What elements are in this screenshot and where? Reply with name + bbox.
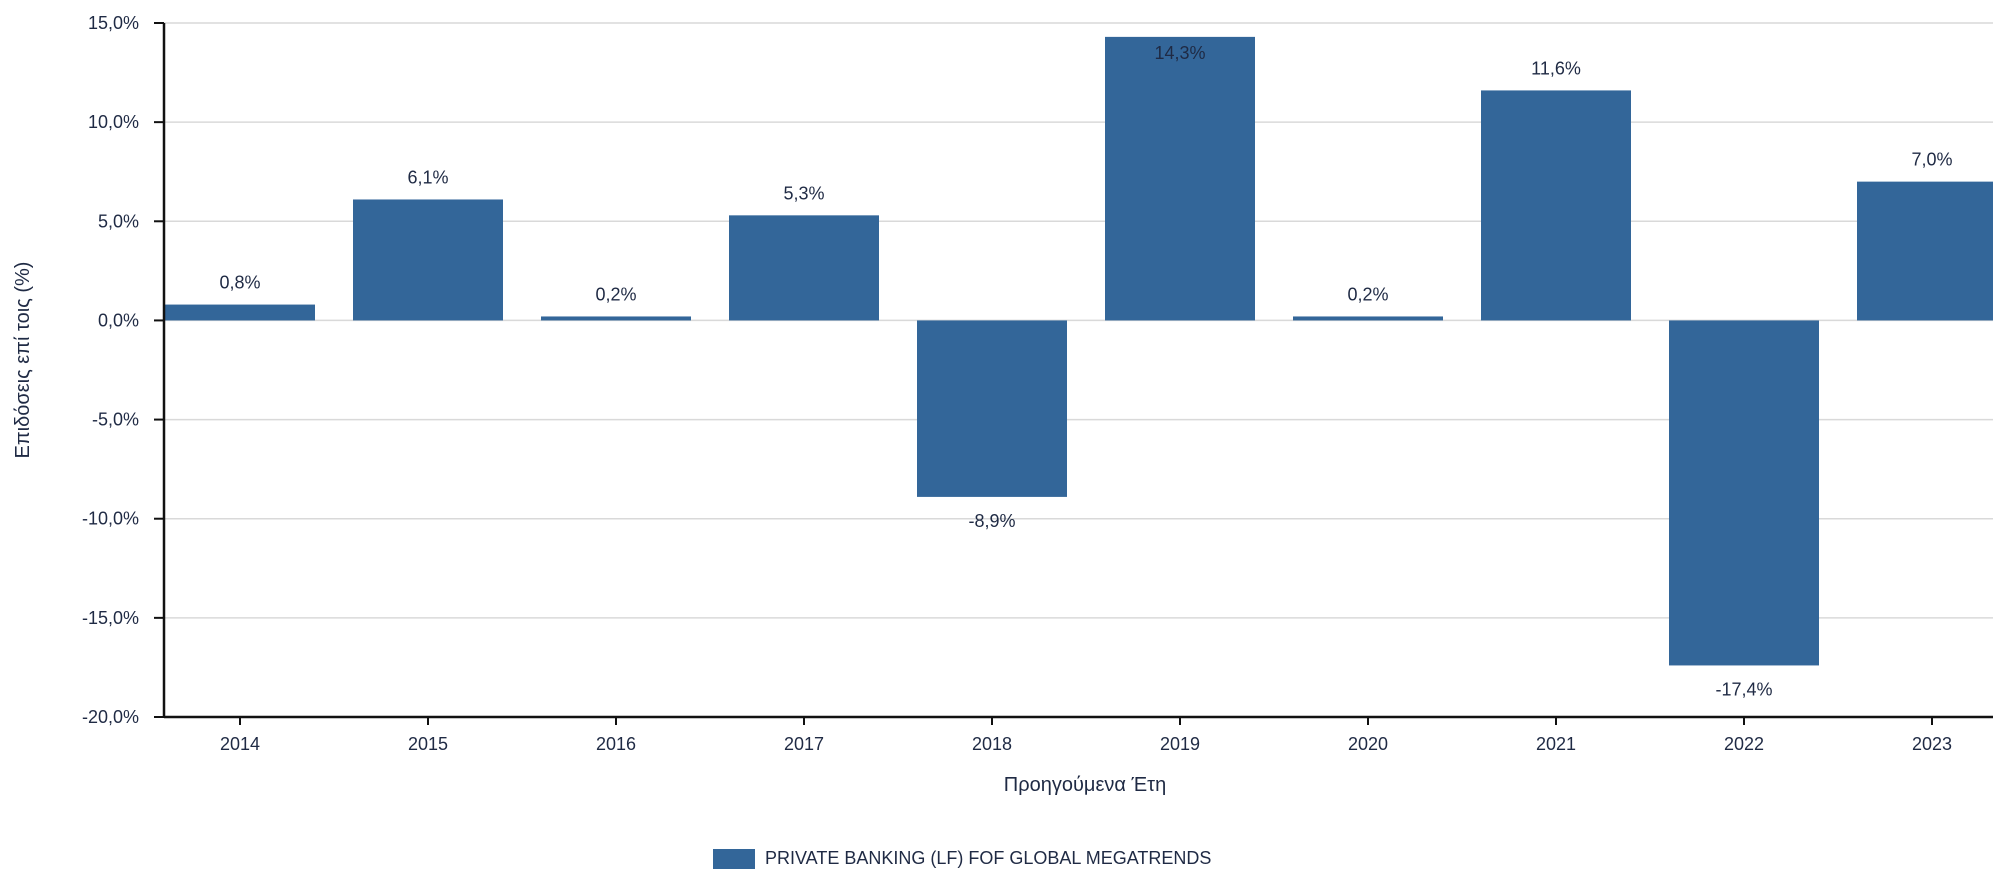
bar-chart: 0,8% 6,1% 0,2% 5,3% -8,9% 14,3% 0,2% 11,6% -17,4… (12, 13, 1993, 796)
x-tick-label-2015: 2015 (408, 734, 448, 754)
data-label-2023: 7,0% (1911, 150, 1952, 170)
data-label-2019: 14,3% (1154, 43, 1205, 63)
y-tick-label: 15,0% (88, 13, 139, 33)
x-tick-label-2022: 2022 (1724, 734, 1764, 754)
bar-2020 (1293, 316, 1443, 321)
x-tick-label-2020: 2020 (1348, 734, 1388, 754)
bar-2023 (1857, 181, 1993, 321)
x-tick-label-2014: 2014 (220, 734, 260, 754)
x-tick-label-2023: 2023 (1912, 734, 1952, 754)
x-tick-label-2019: 2019 (1160, 734, 1200, 754)
data-label-2015: 6,1% (407, 167, 448, 187)
x-tick-label-2018: 2018 (972, 734, 1012, 754)
y-tick-label: -10,0% (82, 509, 139, 529)
legend: PRIVATE BANKING (LF) FOF GLOBAL MEGATREN… (713, 848, 1211, 869)
y-tick-label: 0,0% (98, 310, 139, 330)
x-tick-label-2016: 2016 (596, 734, 636, 754)
data-label-2016: 0,2% (595, 284, 636, 304)
legend-label: PRIVATE BANKING (LF) FOF GLOBAL MEGATREN… (765, 848, 1212, 868)
bar-2017 (729, 215, 879, 321)
bar-2014 (165, 304, 315, 321)
data-label-2022: -17,4% (1715, 679, 1772, 699)
x-axis-ticks: 2014 2015 2016 2017 2018 2019 2020 2021 2022 2023 (220, 717, 1952, 754)
bar-2021 (1481, 90, 1631, 321)
bars (165, 36, 1993, 666)
y-axis-title: Επιδόσεις επί τοις (%) (12, 262, 34, 459)
y-tick-label: -20,0% (82, 707, 139, 727)
y-tick-label: 5,0% (98, 211, 139, 231)
legend-swatch (713, 848, 755, 869)
bar-2016 (541, 316, 691, 321)
x-tick-label-2021: 2021 (1536, 734, 1576, 754)
data-label-2014: 0,8% (219, 273, 260, 293)
y-axis-ticks: 15,0% 10,0% 5,0% 0,0% -5,0% -10,0% -15,0% -20,0… (82, 13, 164, 727)
bar-2022 (1669, 320, 1819, 666)
bar-2015 (353, 199, 503, 321)
data-label-2018: -8,9% (968, 511, 1015, 531)
bar-2018 (917, 320, 1067, 497)
x-axis-title: Προηγούμενα Έτη (1004, 774, 1166, 796)
data-label-2021: 11,6% (1531, 58, 1581, 78)
data-label-2020: 0,2% (1347, 284, 1388, 304)
data-labels: 0,8% 6,1% 0,2% 5,3% -8,9% 14,3% 0,2% 11,6% -17,4… (219, 43, 1952, 700)
data-label-2017: 5,3% (783, 183, 824, 203)
y-tick-label: -15,0% (82, 608, 139, 628)
x-tick-label-2017: 2017 (784, 734, 824, 754)
y-tick-label: -5,0% (92, 410, 139, 430)
bar-2019 (1105, 36, 1255, 321)
y-tick-label: 10,0% (88, 112, 139, 132)
